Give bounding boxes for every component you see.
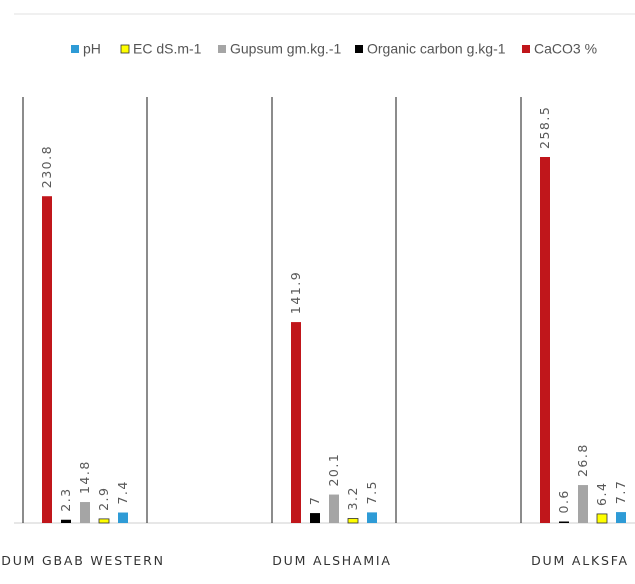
bar-organic-carbon-g-kg-1-dum-alshamia bbox=[310, 513, 320, 523]
legend-label: Gupsum gm.kg.-1 bbox=[230, 41, 341, 57]
value-label: 7.4 bbox=[115, 480, 130, 504]
value-label: 7.5 bbox=[364, 480, 379, 504]
bar-organic-carbon-g-kg-1-dum-alksfa bbox=[559, 522, 569, 524]
category-label-dum-alshamia: DUM ALSHAMIA bbox=[272, 553, 392, 568]
value-label: 7.7 bbox=[613, 480, 628, 504]
bar-caco3-dum-alksfa bbox=[540, 157, 550, 523]
bar-gupsum-gm-kg-1-dum-alksfa bbox=[578, 485, 588, 523]
legend-item-organic-carbon-g-kg-1: Organic carbon g.kg-1 bbox=[355, 41, 506, 57]
value-label: 7 bbox=[307, 496, 322, 505]
bar-ph-dum-gbab-western bbox=[118, 513, 128, 523]
value-label: 26.8 bbox=[575, 443, 590, 477]
value-label: 230.8 bbox=[39, 145, 54, 188]
value-label: 2.3 bbox=[58, 487, 73, 511]
bar-caco3-dum-alshamia bbox=[291, 322, 301, 523]
bar-ph-dum-alksfa bbox=[616, 512, 626, 523]
bar-gupsum-gm-kg-1-dum-gbab-western bbox=[80, 502, 90, 523]
value-label: 141.9 bbox=[288, 271, 303, 314]
legend: pH EC dS.m-1 Gupsum gm.kg.-1 Organic carbon… bbox=[71, 41, 597, 57]
legend-item-ph: pH bbox=[71, 41, 101, 57]
bar-gupsum-gm-kg-1-dum-alshamia bbox=[329, 495, 339, 523]
legend-swatch bbox=[355, 45, 363, 53]
bar-caco3-dum-gbab-western bbox=[42, 196, 52, 523]
legend-label: CaCO3 % bbox=[534, 41, 597, 57]
legend-item-gupsum-gm-kg-1: Gupsum gm.kg.-1 bbox=[218, 41, 341, 57]
category-labels: DUM GBAB WESTERN DUM ALSHAMIA DUM ALKSFA bbox=[1, 553, 629, 568]
bar-ec-ds-m-1-dum-gbab-western bbox=[99, 519, 109, 523]
legend-swatch bbox=[218, 45, 226, 53]
value-label: 14.8 bbox=[77, 460, 92, 494]
bar-ph-dum-alshamia bbox=[367, 512, 377, 523]
value-label: 20.1 bbox=[326, 453, 341, 487]
value-label: 0.6 bbox=[556, 489, 571, 513]
legend-item-caco3: CaCO3 % bbox=[522, 41, 597, 57]
legend-label: EC dS.m-1 bbox=[133, 41, 202, 57]
category-label-dum-gbab-western: DUM GBAB WESTERN bbox=[1, 553, 164, 568]
value-label: 6.4 bbox=[594, 482, 609, 506]
bar-ec-ds-m-1-dum-alshamia bbox=[348, 518, 358, 523]
value-label: 258.5 bbox=[537, 106, 552, 149]
legend-swatch bbox=[71, 45, 79, 53]
legend-swatch bbox=[121, 45, 129, 53]
value-label: 3.2 bbox=[345, 486, 360, 510]
bar-organic-carbon-g-kg-1-dum-gbab-western bbox=[61, 520, 71, 523]
category-label-dum-alksfa: DUM ALKSFA bbox=[531, 553, 629, 568]
legend-swatch bbox=[522, 45, 530, 53]
legend-label: Organic carbon g.kg-1 bbox=[367, 41, 506, 57]
bar-ec-ds-m-1-dum-alksfa bbox=[597, 514, 607, 523]
value-label: 2.9 bbox=[96, 487, 111, 511]
value-labels: 230.8 2.3 14.8 2.9 7.4 141.9 7 20.1 3.2 7.5 258.5 0… bbox=[39, 106, 628, 514]
legend-label: pH bbox=[83, 41, 101, 57]
legend-item-ec-ds-m-1: EC dS.m-1 bbox=[121, 41, 202, 57]
